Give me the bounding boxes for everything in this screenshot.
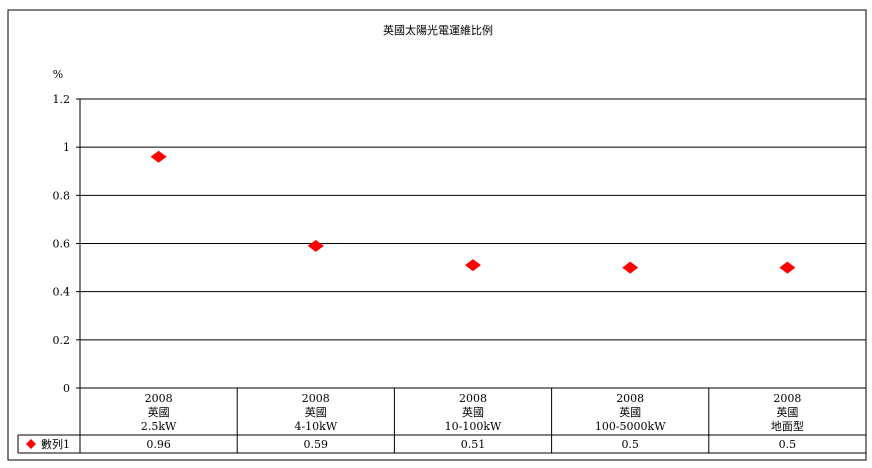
x-category-label: 英國 xyxy=(305,405,327,419)
data-table-value: 0.96 xyxy=(146,438,171,451)
legend-marker xyxy=(26,439,36,449)
x-category-label: 2008 xyxy=(773,392,801,405)
data-point xyxy=(779,261,796,274)
legend-label: 數列1 xyxy=(41,437,70,451)
data-points xyxy=(150,150,796,274)
x-category-label: 100-5000kW xyxy=(595,420,666,433)
data-point xyxy=(465,259,481,272)
y-tick-label: 0.8 xyxy=(53,189,71,202)
x-category-label: 英國 xyxy=(776,405,798,419)
data-table-value: 0.5 xyxy=(621,438,639,451)
x-category-label: 英國 xyxy=(462,405,484,419)
x-category-label: 4-10kW xyxy=(294,420,337,433)
y-tick-label: 1.2 xyxy=(53,93,71,106)
gridlines xyxy=(79,98,867,389)
x-category-label: 2008 xyxy=(302,392,330,405)
x-category-label: 2008 xyxy=(616,392,644,405)
y-tick-label: 0.4 xyxy=(53,286,71,299)
data-point xyxy=(622,261,639,274)
x-category-label: 英國 xyxy=(148,405,170,419)
y-axis-ticks: 0 0.2 0.4 0.6 0.8 1 1.2 xyxy=(53,93,80,395)
data-table-value: 0.51 xyxy=(461,438,486,451)
x-category-label: 10-100kW xyxy=(445,420,502,433)
x-category-label: 2.5kW xyxy=(141,420,177,433)
y-axis-label: % xyxy=(53,68,63,81)
x-category-label: 2008 xyxy=(145,392,173,405)
data-table-value: 0.59 xyxy=(304,438,329,451)
chart-title: 英國太陽光電運維比例 xyxy=(383,23,493,37)
x-category-label: 地面型 xyxy=(771,419,804,433)
x-category-label: 英國 xyxy=(619,405,641,419)
data-table-value: 0.5 xyxy=(779,438,797,451)
y-tick-label: 0.6 xyxy=(53,238,71,251)
chart-border xyxy=(7,9,867,461)
y-tick-label: 0.2 xyxy=(53,334,71,347)
x-category-label: 2008 xyxy=(459,392,487,405)
data-point xyxy=(307,239,324,252)
y-tick-label: 1 xyxy=(63,141,70,154)
data-point xyxy=(150,150,167,163)
y-tick-label: 0 xyxy=(63,382,70,395)
data-table: 2008英國2.5kW2008英國4-10kW2008英國10-100kW200… xyxy=(17,388,867,454)
